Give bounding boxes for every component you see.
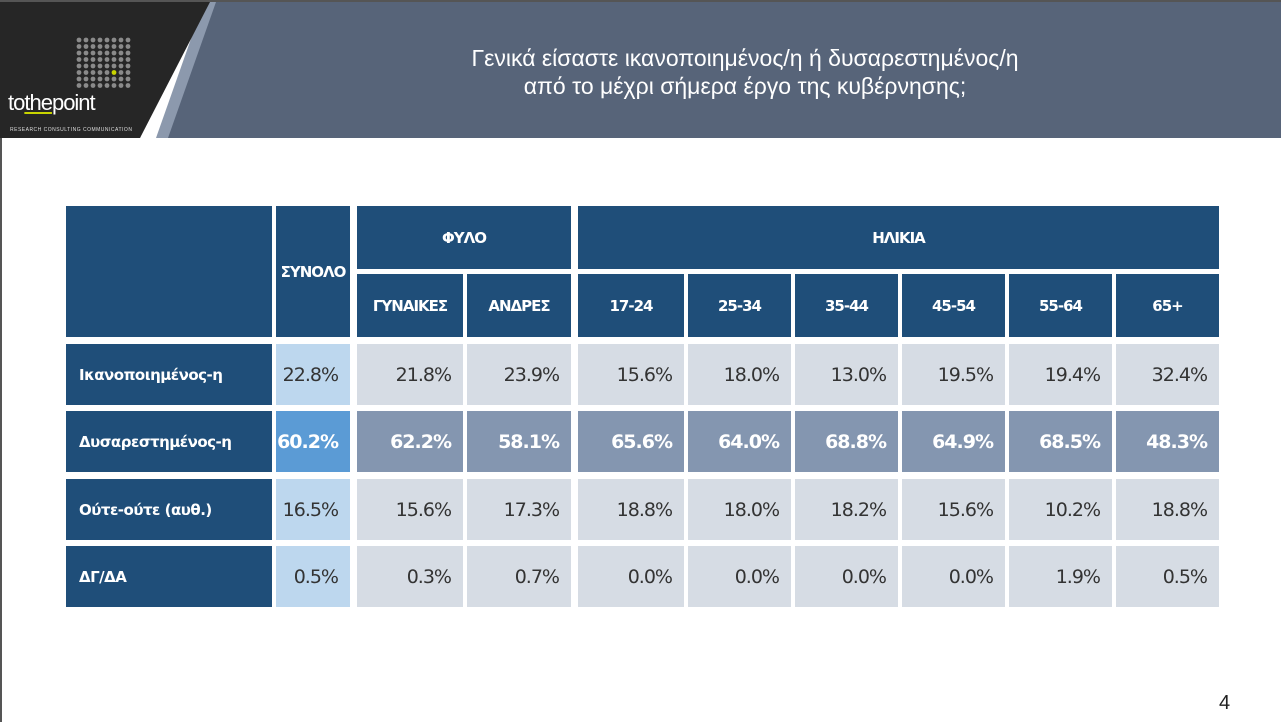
value-cell: 68.5%	[1009, 411, 1112, 472]
logo-tagline: RESEARCH CONSULTING COMMUNICATION	[10, 127, 133, 133]
row-label: Ούτε-ούτε (αυθ.)	[66, 479, 272, 540]
title-line-2: από το μέχρι σήμερα έργο της κυβέρνησης;	[523, 73, 967, 99]
logo-text-post: point	[51, 90, 96, 115]
value-cell: 32.4%	[1116, 344, 1219, 405]
value-cell: 64.9%	[902, 411, 1005, 472]
age-group-header: ΗΛΙΚΙΑ	[578, 206, 1219, 269]
column-header: ΑΝΔΡΕΣ	[467, 274, 571, 337]
value-cell: 13.0%	[795, 344, 898, 405]
total-value-cell: 0.5%	[276, 546, 350, 607]
row-label: Δυσαρεστημένος-η	[66, 411, 272, 472]
slide-title: Γενικά είσαστε ικανοποιημένος/η ή δυσαρε…	[400, 44, 1090, 100]
value-cell: 17.3%	[467, 479, 571, 540]
value-cell: 58.1%	[467, 411, 571, 472]
gender-group-header: ΦΥΛΟ	[357, 206, 571, 269]
value-cell: 0.7%	[467, 546, 571, 607]
total-column-header: ΣΥΝΟΛΟ	[276, 206, 350, 337]
value-cell: 18.0%	[688, 479, 791, 540]
logo-text-mid: the	[24, 90, 53, 115]
value-cell: 0.0%	[795, 546, 898, 607]
value-cell: 21.8%	[357, 344, 463, 405]
header-banner	[0, 2, 1281, 138]
column-header: 55-64	[1009, 274, 1112, 337]
value-cell: 19.5%	[902, 344, 1005, 405]
value-cell: 23.9%	[467, 344, 571, 405]
value-cell: 0.0%	[902, 546, 1005, 607]
value-cell: 18.8%	[578, 479, 684, 540]
company-logo: tothepoint	[8, 90, 96, 116]
table-corner-cell	[66, 206, 272, 337]
logo-text-pre: to	[8, 90, 25, 115]
value-cell: 18.8%	[1116, 479, 1219, 540]
value-cell: 68.8%	[795, 411, 898, 472]
header-slash-decoration	[140, 2, 216, 138]
row-label: Ικανοποιημένος-η	[66, 344, 272, 405]
column-header: 65+	[1116, 274, 1219, 337]
value-cell: 62.2%	[357, 411, 463, 472]
value-cell: 18.2%	[795, 479, 898, 540]
frame-left	[0, 0, 2, 722]
column-header: 45-54	[902, 274, 1005, 337]
value-cell: 0.5%	[1116, 546, 1219, 607]
value-cell: 15.6%	[357, 479, 463, 540]
total-value-cell: 60.2%	[276, 411, 350, 472]
value-cell: 15.6%	[902, 479, 1005, 540]
value-cell: 65.6%	[578, 411, 684, 472]
column-header: 35-44	[795, 274, 898, 337]
value-cell: 0.0%	[578, 546, 684, 607]
value-cell: 48.3%	[1116, 411, 1219, 472]
page-number: 4	[1219, 692, 1231, 714]
value-cell: 1.9%	[1009, 546, 1112, 607]
value-cell: 15.6%	[578, 344, 684, 405]
total-value-cell: 22.8%	[276, 344, 350, 405]
column-header: 25-34	[688, 274, 791, 337]
column-header: 17-24	[578, 274, 684, 337]
value-cell: 0.3%	[357, 546, 463, 607]
value-cell: 19.4%	[1009, 344, 1112, 405]
value-cell: 0.0%	[688, 546, 791, 607]
logo-dots-icon	[76, 37, 131, 88]
column-header: ΓΥΝΑΙΚΕΣ	[357, 274, 463, 337]
row-label: ΔΓ/ΔΑ	[66, 546, 272, 607]
value-cell: 64.0%	[688, 411, 791, 472]
value-cell: 10.2%	[1009, 479, 1112, 540]
total-value-cell: 16.5%	[276, 479, 350, 540]
title-line-1: Γενικά είσαστε ικανοποιημένος/η ή δυσαρε…	[471, 45, 1019, 71]
value-cell: 18.0%	[688, 344, 791, 405]
frame-top	[0, 0, 1281, 2]
